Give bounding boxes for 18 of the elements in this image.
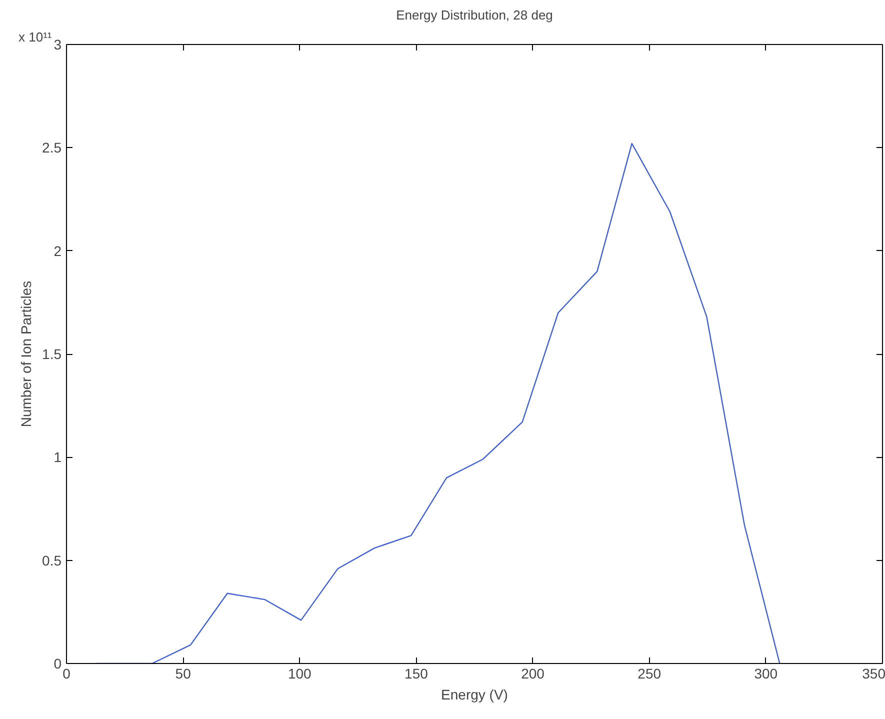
text: x 10¹¹ [18,30,52,44]
chart-title: Energy Distribution, 28 deg [396,8,553,22]
y-tick-label: 0 [54,656,62,672]
x-tick-label: 250 [638,666,662,682]
x-tick-label: 150 [404,666,428,682]
y-tick-label: 2.5 [42,140,62,156]
y-tick-label: 3 [54,36,62,52]
y-tick-label: 1 [54,449,62,466]
y-tick-label: 0.5 [42,552,62,568]
x-tick-label: 200 [521,666,545,682]
x-tick-label: 300 [754,666,778,682]
y-axis-title: Number of Ion Particles [18,280,34,428]
y-tick-label: 1.5 [42,346,62,362]
x-tick-label: 100 [288,666,312,682]
x-axis-title: Energy (V) [441,686,508,702]
y-tick-label: 2 [54,242,62,259]
x-tick-label: 50 [175,666,192,682]
x-tick-label: 350 [862,666,885,682]
